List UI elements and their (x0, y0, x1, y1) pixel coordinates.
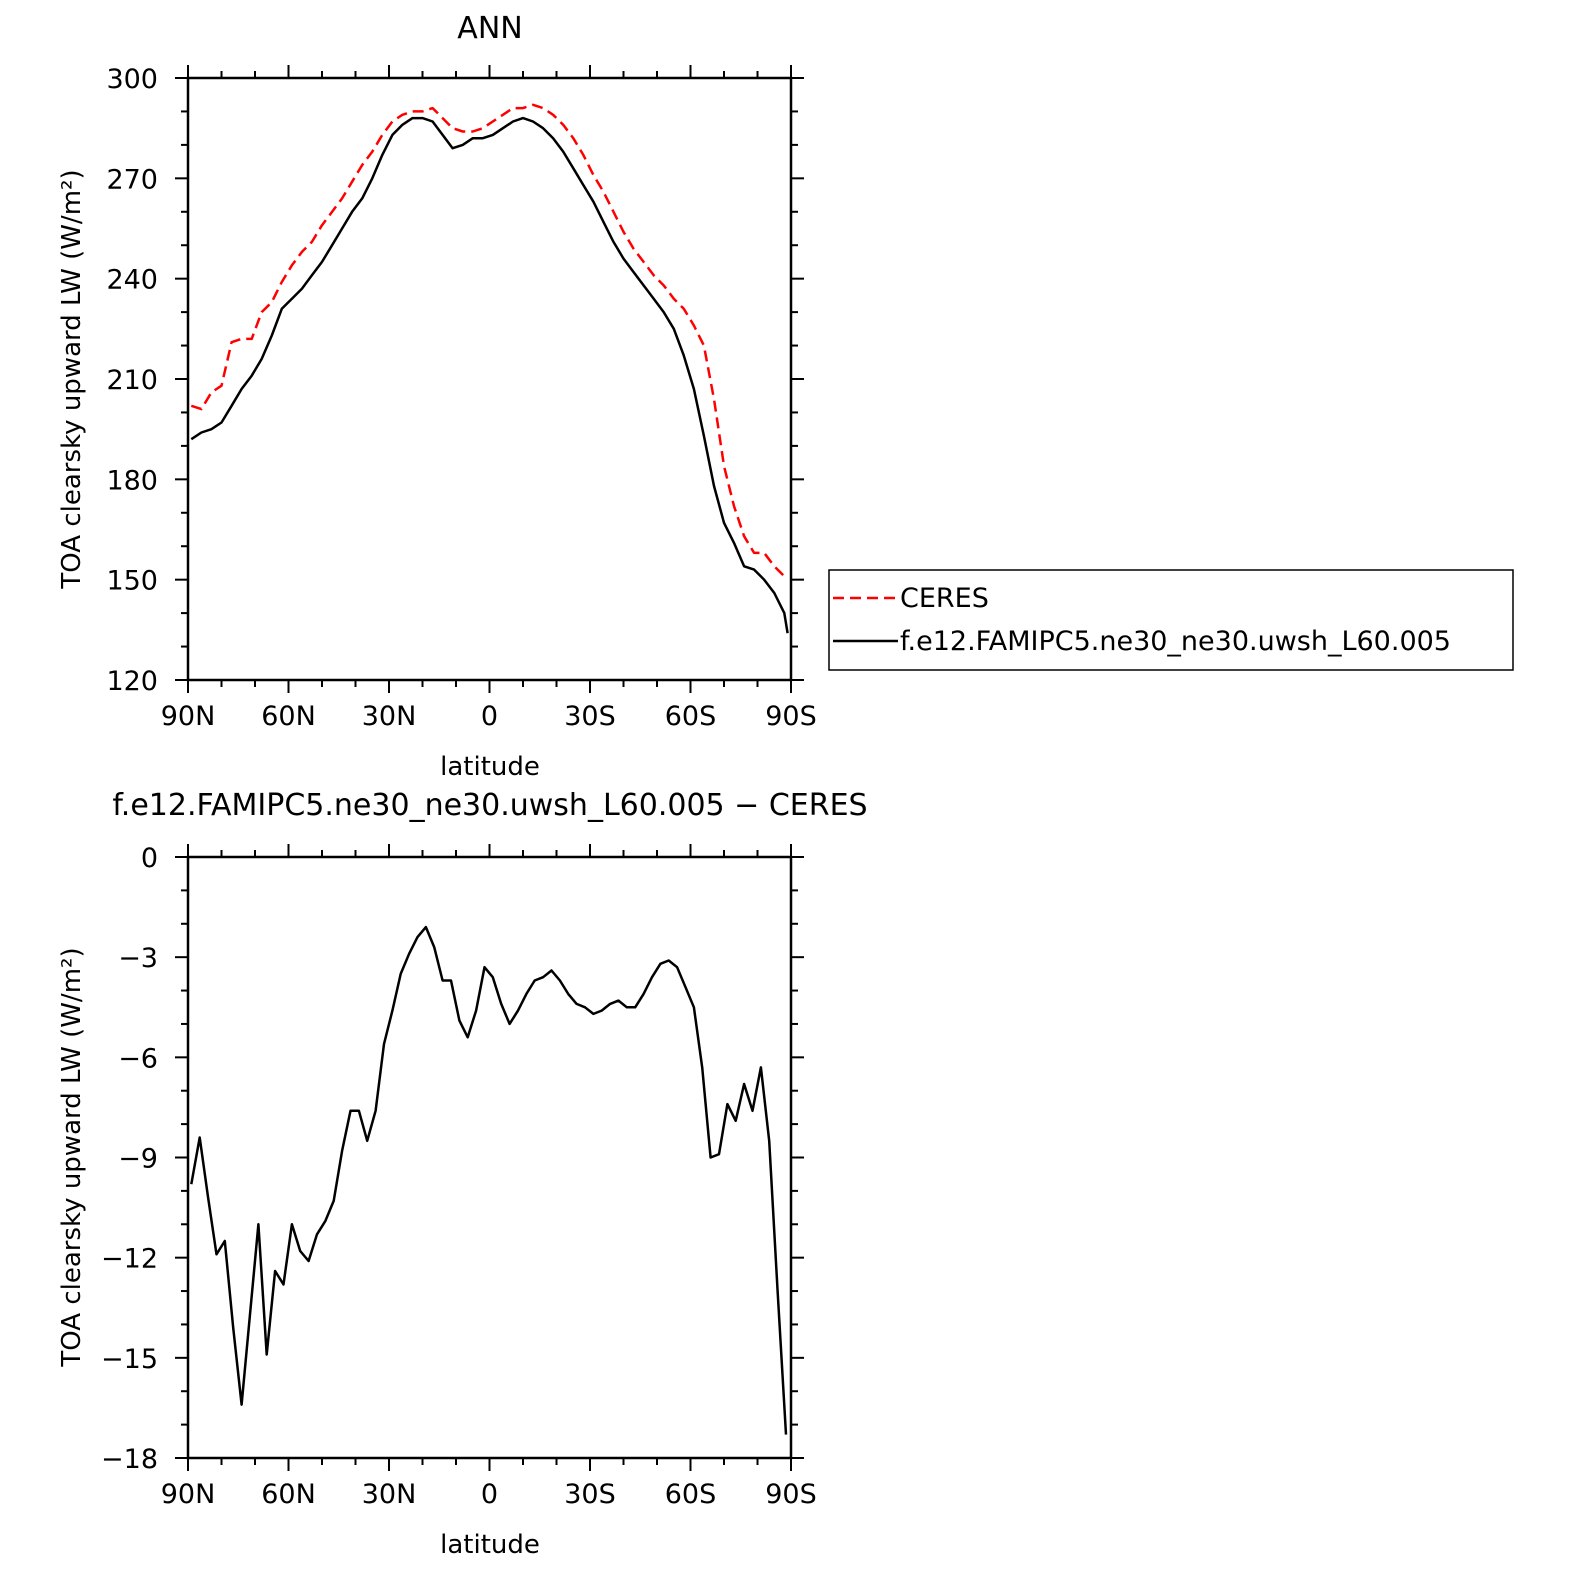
top-y-tick-label: 240 (106, 265, 158, 296)
top-series-line-0 (190, 103, 788, 578)
top-axis-ticks (175, 65, 804, 693)
top-x-axis-label: latitude (440, 752, 540, 782)
top-y-tick-label: 270 (106, 164, 158, 195)
bottom-plot-frame (186, 855, 793, 1460)
top-x-tick-label: 0 (481, 701, 498, 732)
top-y-tick-labels: 120 150 180 210 240 270 300 (106, 64, 158, 697)
top-plot-frame (186, 76, 793, 682)
bottom-y-tick-label: −6 (118, 1043, 158, 1074)
bottom-chart-title: f.e12.FAMIPC5.ne30_ne30.uwsh_L60.005 − C… (112, 788, 867, 823)
bottom-y-tick-label: −12 (101, 1244, 158, 1275)
top-y-tick-label: 180 (106, 465, 158, 496)
bottom-y-tick-label: −3 (118, 943, 158, 974)
top-y-tick-label: 300 (106, 64, 158, 95)
top-x-tick-label: 60N (261, 701, 316, 732)
top-series-line-1 (190, 116, 789, 634)
bottom-y-tick-label: 0 (141, 843, 158, 874)
top-chart-title: ANN (457, 11, 522, 46)
top-x-tick-label: 90N (161, 701, 216, 732)
bottom-y-axis-label: TOA clearsky upward LW (W/m²) (57, 947, 87, 1367)
bottom-axis-ticks (175, 844, 804, 1471)
top-y-axis-label: TOA clearsky upward LW (W/m²) (57, 169, 87, 589)
bottom-y-tick-label: −15 (101, 1344, 158, 1375)
bottom-series-line-0 (190, 925, 788, 1435)
bottom-x-tick-label: 30S (564, 1479, 616, 1510)
legend-label-ceres: CERES (900, 583, 989, 614)
bottom-y-tick-labels: −18 −15 −12 −9 −6 −3 0 (101, 843, 158, 1475)
top-x-tick-label: 30N (362, 701, 417, 732)
top-chart: ANN 90N 60N 30N 0 30S 60S 90S 120 150 180 210 240 2… (57, 11, 817, 782)
top-y-tick-label: 120 (106, 666, 158, 697)
bottom-x-tick-label: 90N (161, 1479, 216, 1510)
legend-label-model: f.e12.FAMIPC5.ne30_ne30.uwsh_L60.005 (900, 626, 1451, 657)
legend-box (828, 569, 1514, 671)
top-x-tick-label: 30S (564, 701, 616, 732)
bottom-x-axis-label: latitude (440, 1530, 540, 1560)
bottom-x-tick-label: 60S (665, 1479, 717, 1510)
top-x-tick-label: 90S (765, 701, 817, 732)
bottom-chart: f.e12.FAMIPC5.ne30_ne30.uwsh_L60.005 − C… (57, 788, 868, 1560)
bottom-x-tick-label: 90S (765, 1479, 817, 1510)
bottom-x-tick-labels: 90N 60N 30N 0 30S 60S 90S (161, 1479, 817, 1510)
bottom-x-tick-label: 0 (481, 1479, 498, 1510)
top-y-tick-label: 210 (106, 365, 158, 396)
legend: CERES f.e12.FAMIPC5.ne30_ne30.uwsh_L60.0… (828, 569, 1514, 671)
bottom-x-tick-label: 60N (261, 1479, 316, 1510)
bottom-y-tick-label: −18 (101, 1444, 158, 1475)
top-x-tick-labels: 90N 60N 30N 0 30S 60S 90S (161, 701, 817, 732)
top-y-tick-label: 150 (106, 566, 158, 597)
bottom-series-lines (190, 925, 788, 1435)
top-x-tick-label: 60S (665, 701, 717, 732)
bottom-x-tick-label: 30N (362, 1479, 417, 1510)
top-series-lines (190, 103, 789, 634)
bottom-y-tick-label: −9 (118, 1144, 158, 1175)
